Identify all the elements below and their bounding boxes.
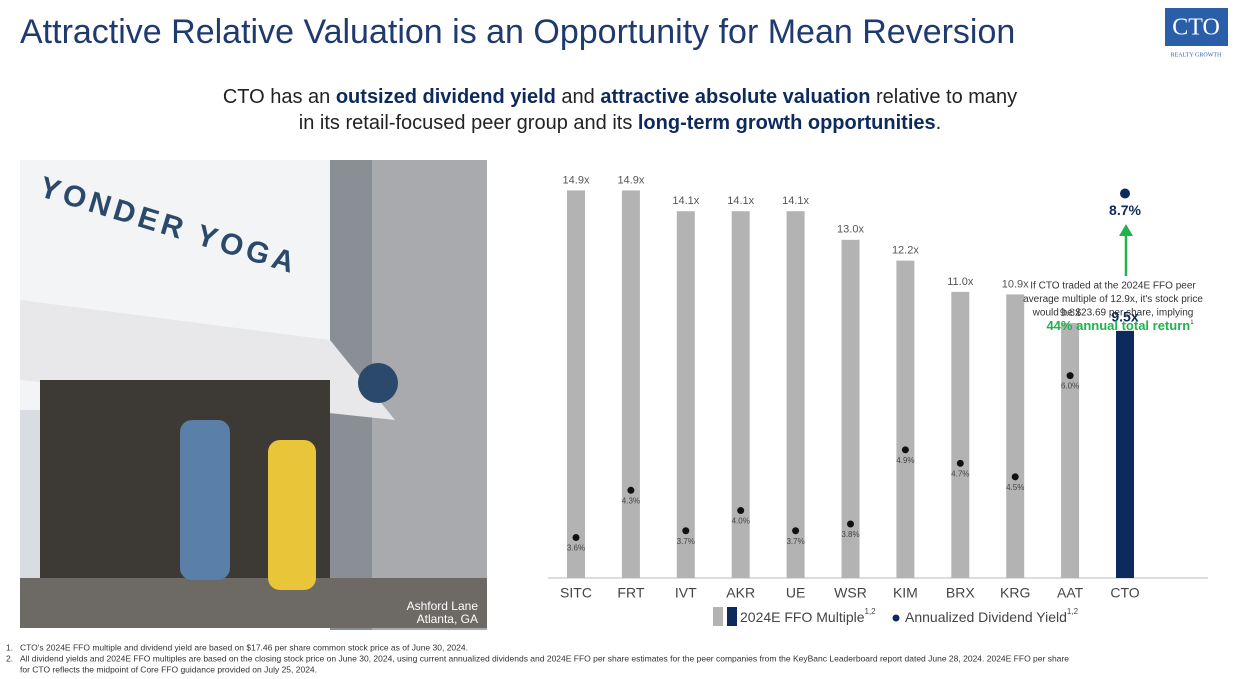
arrow-head — [1119, 224, 1133, 236]
annotation-emphasis: 44% annual total return1 — [1046, 318, 1194, 333]
footnote-text: CTO's 2024E FFO multiple and dividend yi… — [20, 642, 468, 652]
bar-label: 13.0x — [837, 224, 864, 236]
bar-label: 11.0x — [947, 276, 974, 288]
x-tick-label: WSR — [834, 585, 867, 601]
logo-box — [1165, 8, 1228, 46]
legend-label: 2024E FFO Multiple — [740, 609, 865, 625]
x-tick-label: AKR — [726, 585, 755, 601]
bar-label: 14.9x — [617, 174, 644, 186]
yield-dot — [956, 459, 964, 467]
annotation-line: If CTO traded at the 2024E FFO peer — [1030, 281, 1196, 292]
yield-dot — [627, 486, 635, 494]
bar — [951, 291, 970, 578]
photo-caption: Ashford Lane — [407, 599, 479, 613]
yield-label: 4.7% — [951, 469, 969, 478]
x-tick-label: SITC — [560, 585, 592, 601]
bar — [1116, 330, 1134, 578]
yield-label: 4.9% — [896, 456, 914, 465]
bar — [1006, 294, 1025, 578]
bar — [676, 211, 695, 578]
photo-steps — [20, 578, 487, 628]
x-tick-label: IVT — [675, 585, 697, 601]
legend-note: 1,2 — [865, 607, 877, 616]
annotation-line: average multiple of 12.9x, it's stock pr… — [1023, 294, 1203, 305]
legend-label: Annualized Dividend Yield — [905, 609, 1067, 625]
legend-note: 1,2 — [1067, 607, 1079, 616]
bar — [841, 239, 860, 578]
subtitle-segment: CTO has an — [223, 86, 336, 108]
bar-label: 9.5x — [1111, 309, 1138, 325]
yield-dot — [901, 446, 909, 454]
bar-label: 14.9x — [563, 174, 590, 186]
legend-entry: Annualized Dividend Yield1,2 — [905, 607, 1079, 625]
logo-name: CTO — [1172, 15, 1220, 41]
yield-dot — [1120, 188, 1130, 199]
yield-label: 3.7% — [786, 537, 804, 546]
yield-label: 3.8% — [841, 530, 859, 539]
yield-label: 8.7% — [1109, 202, 1141, 218]
subtitle-line: CTO has an outsized dividend yield and a… — [223, 86, 1017, 108]
bar — [786, 211, 805, 578]
subtitle-segment: relative to many — [870, 86, 1017, 108]
yield-dot — [682, 527, 690, 535]
x-tick-label: KRG — [1000, 585, 1030, 601]
subtitle-segment: outsized dividend yield — [336, 86, 556, 108]
annotation-note: 1 — [1190, 320, 1194, 326]
legend-swatch — [713, 607, 723, 626]
footnote-marker: 1. — [6, 642, 13, 652]
bar-label: 12.2x — [892, 245, 919, 257]
footnote-text: for CTO reflects the midpoint of Core FF… — [20, 664, 317, 674]
yield-label: 3.7% — [677, 537, 695, 546]
yield-label: 3.6% — [567, 544, 585, 553]
bar-label: 14.1x — [672, 195, 699, 207]
yield-dot — [737, 507, 745, 515]
annotation-emphasis-text: 44% annual total return — [1046, 318, 1190, 333]
subtitle-segment: long-term growth opportunities — [638, 112, 936, 134]
bar-label: 14.1x — [782, 195, 809, 207]
legend-dot — [892, 614, 900, 622]
yield-dot — [1011, 473, 1019, 481]
legend-entry: 2024E FFO Multiple1,2 — [740, 607, 876, 625]
yield-dot — [572, 534, 580, 542]
photo-caption: Atlanta, GA — [417, 612, 478, 626]
bar — [731, 211, 750, 578]
slide-title: Attractive Relative Valuation is an Oppo… — [20, 13, 1015, 51]
subtitle-segment: and — [556, 86, 600, 108]
bar — [1061, 323, 1080, 578]
x-tick-label: CTO — [1110, 585, 1139, 601]
x-tick-label: KIM — [893, 585, 918, 601]
bar-label: 10.9x — [1002, 278, 1029, 290]
bar — [621, 190, 640, 579]
subtitle-segment: . — [936, 112, 942, 134]
yield-dot — [1066, 372, 1074, 380]
x-tick-label: AAT — [1057, 585, 1084, 601]
subtitle-segment: in its retail-focused peer group and its — [299, 112, 638, 134]
footnote-text: All dividend yields and 2024E FFO multip… — [20, 653, 1069, 663]
yield-label: 4.0% — [732, 517, 750, 526]
photo-sign-round — [358, 363, 398, 403]
annotation-line: would be $23.69 per share, implying — [1032, 308, 1194, 319]
logo-tagline: REALTY GROWTH — [1171, 52, 1222, 58]
x-tick-label: UE — [786, 585, 805, 601]
x-tick-label: FRT — [617, 585, 644, 601]
photo: YONDER YOGA Ashford Lane Atlanta, GA — [20, 160, 487, 630]
subtitle-line: in its retail-focused peer group and its… — [299, 112, 941, 134]
footnote-marker: 2. — [6, 653, 13, 663]
subtitle-segment: attractive absolute valuation — [600, 86, 870, 108]
yield-label: 6.0% — [1061, 382, 1079, 391]
yield-dot — [792, 527, 800, 535]
bar-label: 14.1x — [727, 195, 754, 207]
photo-person — [268, 440, 316, 590]
bar — [896, 260, 915, 578]
bar — [567, 190, 585, 579]
yield-label: 4.5% — [1006, 483, 1024, 492]
yield-label: 4.3% — [622, 496, 640, 505]
yield-dot — [847, 520, 854, 528]
x-tick-label: BRX — [946, 585, 975, 601]
legend-swatch — [727, 607, 737, 626]
photo-person — [180, 420, 230, 580]
bar-label: 9.8x — [1060, 307, 1081, 319]
